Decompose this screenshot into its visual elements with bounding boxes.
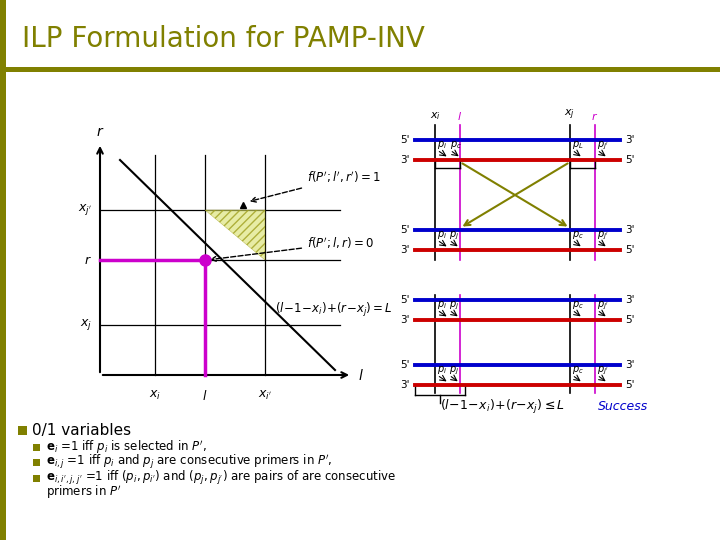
Text: $x_i$: $x_i$: [149, 389, 161, 402]
Text: 3': 3': [400, 380, 410, 390]
Text: 3': 3': [625, 135, 634, 145]
Text: $p_i$: $p_i$: [437, 299, 447, 311]
Text: $p_{j'}$: $p_{j'}$: [597, 364, 609, 377]
Text: $p_c$: $p_c$: [572, 229, 584, 241]
Text: 3': 3': [400, 315, 410, 325]
Text: $x_{j'}$: $x_{j'}$: [78, 202, 92, 218]
Text: $p_{j'}$: $p_{j'}$: [597, 299, 609, 312]
Bar: [0, 67, 720, 72]
Bar: [18, 426, 27, 435]
Text: $p_j$: $p_j$: [449, 299, 459, 312]
Text: $p_c$: $p_c$: [572, 364, 584, 376]
Text: 5': 5': [400, 360, 410, 370]
Text: $f(P';l,r)=0$: $f(P';l,r)=0$: [211, 235, 374, 261]
Text: 5': 5': [625, 315, 634, 325]
Text: $\mathbf{e}_{i,i',j,j'}$ =1 iff $(p_i, p_{i'})$ and $(p_j, p_{j'})$ are pairs of: $\mathbf{e}_{i,i',j,j'}$ =1 iff $(p_i, p…: [46, 469, 396, 487]
Text: 5': 5': [400, 225, 410, 235]
Bar: [33, 444, 40, 451]
Text: 5': 5': [625, 380, 634, 390]
Text: $x_{i'}$: $x_{i'}$: [258, 389, 272, 402]
Text: $\mathbf{e}_{i,j}$ =1 iff $p_i$ and $p_j$ are consecutive primers in $P',$: $\mathbf{e}_{i,j}$ =1 iff $p_i$ and $p_j…: [46, 453, 333, 471]
Text: $p_i$: $p_i$: [437, 229, 447, 241]
Text: $p_i$: $p_i$: [437, 139, 447, 151]
Text: primers in $P'$: primers in $P'$: [46, 483, 122, 501]
Text: $p_c$: $p_c$: [450, 139, 462, 151]
Text: $p_i$: $p_i$: [437, 364, 447, 376]
Text: $p_{j'}$: $p_{j'}$: [597, 139, 609, 152]
Text: 0/1 variables: 0/1 variables: [32, 422, 131, 437]
Text: $l$: $l$: [358, 368, 364, 382]
Text: 3': 3': [625, 225, 634, 235]
Text: $x_j$: $x_j$: [80, 318, 92, 333]
Text: $l$: $l$: [457, 110, 462, 122]
Text: 3': 3': [625, 360, 634, 370]
Text: $r$: $r$: [591, 111, 598, 122]
Text: $p_{j'}$: $p_{j'}$: [597, 230, 609, 242]
Text: $p_L$: $p_L$: [572, 139, 584, 151]
Text: $r$: $r$: [84, 253, 92, 267]
Text: $x_i$: $x_i$: [430, 110, 441, 122]
Text: $(l\!-\!1\!-\!x_i)\!+\!(r\!-\!x_j) = L$: $(l\!-\!1\!-\!x_i)\!+\!(r\!-\!x_j) = L$: [275, 301, 393, 319]
Bar: [33, 475, 40, 482]
Text: 5': 5': [400, 295, 410, 305]
Text: ILP Formulation for PAMP-INV: ILP Formulation for PAMP-INV: [22, 25, 425, 53]
Text: 5': 5': [625, 155, 634, 165]
Text: $l$: $l$: [202, 389, 207, 403]
Text: $\mathbf{e}_i$ =1 iff $p_i$ is selected in $P',$: $\mathbf{e}_i$ =1 iff $p_i$ is selected …: [46, 438, 207, 456]
Polygon shape: [205, 210, 265, 260]
Text: 3': 3': [400, 155, 410, 165]
Bar: [33, 459, 40, 466]
Text: 3': 3': [400, 245, 410, 255]
Text: $f(P';l',r')=1$: $f(P';l',r')=1$: [251, 170, 381, 202]
Text: 5': 5': [400, 135, 410, 145]
Text: $p_j$: $p_j$: [449, 364, 459, 377]
Text: 3': 3': [625, 295, 634, 305]
Text: $x_j$: $x_j$: [564, 107, 575, 122]
Text: Success: Success: [598, 401, 648, 414]
Text: $p_c$: $p_c$: [572, 299, 584, 311]
Text: $r$: $r$: [96, 125, 104, 139]
Bar: [0, 0, 6, 540]
Text: $(l\!-\!1\!-\!x_i)\!+\!(r\!-\!x_j) \leq L$: $(l\!-\!1\!-\!x_i)\!+\!(r\!-\!x_j) \leq …: [440, 398, 565, 416]
Text: $p_j$: $p_j$: [449, 230, 459, 242]
Text: 5': 5': [625, 245, 634, 255]
